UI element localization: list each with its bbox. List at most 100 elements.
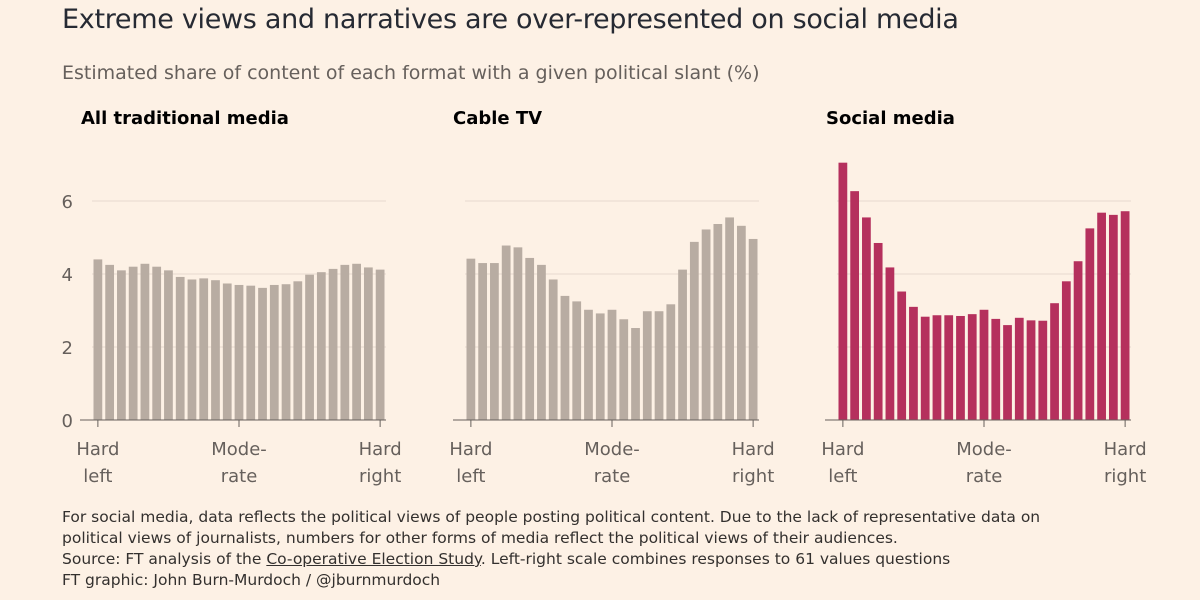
cable-xtick-label-hard-left-1: Hard xyxy=(449,439,492,460)
cable-bar-7 xyxy=(537,264,546,421)
social-bar-17 xyxy=(1026,320,1036,420)
footer-source-prefix: Source: FT analysis of the xyxy=(62,550,267,568)
traditional-bar-20 xyxy=(316,272,326,420)
chart-subtitle: Estimated share of content of each forma… xyxy=(62,62,760,84)
panel-title-traditional: All traditional media xyxy=(81,108,289,129)
social-bar-1 xyxy=(838,162,848,420)
social-xtick-label-hard-left-1: Hard xyxy=(821,439,864,460)
traditional-bar-7 xyxy=(164,270,173,420)
social-bar-10 xyxy=(944,315,954,421)
social-xtick-label-moderate-2: rate xyxy=(966,466,1003,487)
traditional-bar-3 xyxy=(117,270,126,420)
charts-canvas: Hard left Mode-rate Hard right 0 2 4 6 Hard left Mo… xyxy=(62,162,1147,487)
traditional-bar-11 xyxy=(211,280,220,420)
social-bar-23 xyxy=(1097,212,1106,420)
social-xtick-label-hard-right-1: Hard xyxy=(1104,439,1147,460)
chart-title: Extreme views and narratives are over-re… xyxy=(62,4,959,35)
social-bar-6 xyxy=(897,291,907,420)
traditional-bar-24 xyxy=(363,267,373,420)
traditional-xtick-label-moderate-1: Mode- xyxy=(211,439,267,460)
traditional-bar-19 xyxy=(305,274,314,420)
social-xtick-label-hard-right-2: right xyxy=(1104,466,1146,487)
traditional-bar-12 xyxy=(222,283,232,420)
cable-bar-18 xyxy=(666,304,676,420)
social-bar-3 xyxy=(862,217,871,420)
social-xtick-label-moderate-1: Mode- xyxy=(956,439,1012,460)
cable-xtick-label-moderate-2: rate xyxy=(594,466,631,487)
cable-bar-3 xyxy=(490,263,499,420)
ytick-label-4: 4 xyxy=(62,265,73,286)
traditional-bar-21 xyxy=(328,268,338,420)
social-bar-2 xyxy=(850,191,860,420)
traditional-xtick-label-hard-right-1: Hard xyxy=(359,439,402,460)
cable-bar-21 xyxy=(701,229,711,420)
cable-bar-24 xyxy=(736,225,746,420)
cable-bar-4 xyxy=(501,245,511,420)
traditional-bar-9 xyxy=(187,279,197,421)
cable-bar-14 xyxy=(619,319,629,420)
panel-title-cable: Cable TV xyxy=(453,108,543,129)
footer-source: Source: FT analysis of the Co-operative … xyxy=(62,549,1162,570)
traditional-xtick-label-hard-left-2: left xyxy=(83,466,112,487)
social-bar-7 xyxy=(909,306,918,420)
cable-bar-16 xyxy=(642,311,652,420)
ytick-label-6: 6 xyxy=(62,192,73,213)
ytick-label-2: 2 xyxy=(62,338,73,359)
footer-note-line2: political views of journalists, numbers … xyxy=(62,529,898,547)
traditional-bar-8 xyxy=(175,276,185,420)
traditional-xtick-label-hard-right-2: right xyxy=(359,466,401,487)
footer-credit: FT graphic: John Burn-Murdoch / @jburnmu… xyxy=(62,571,441,589)
cable-bar-2 xyxy=(478,263,488,420)
social-bar-18 xyxy=(1038,320,1048,420)
traditional-bar-4 xyxy=(128,266,138,420)
ytick-label-0: 0 xyxy=(62,411,73,432)
traditional-xtick-label-hard-left-1: Hard xyxy=(76,439,119,460)
chart-footer: For social media, data reflects the poli… xyxy=(62,507,1162,591)
footer-source-suffix: . Left-right scale combines responses to… xyxy=(480,550,951,568)
traditional-bar-25 xyxy=(375,269,385,420)
traditional-bar-23 xyxy=(352,263,361,420)
social-bar-13 xyxy=(979,309,989,420)
traditional-bar-2 xyxy=(105,264,115,421)
cable-xtick-label-hard-right-1: Hard xyxy=(732,439,775,460)
traditional-bar-16 xyxy=(269,284,279,420)
traditional-bar-15 xyxy=(258,287,267,420)
cable-bar-25 xyxy=(748,238,758,420)
social-bar-24 xyxy=(1108,214,1118,420)
cable-bar-20 xyxy=(689,241,699,420)
traditional-bar-10 xyxy=(199,278,209,420)
cable-bar-8 xyxy=(548,279,558,421)
cable-bar-19 xyxy=(678,269,687,420)
traditional-bar-17 xyxy=(281,284,291,420)
cable-bar-11 xyxy=(584,309,593,420)
social-bar-22 xyxy=(1085,228,1095,421)
traditional-bar-1 xyxy=(93,259,103,420)
traditional-bar-13 xyxy=(234,284,244,420)
social-bar-4 xyxy=(873,242,883,420)
social-bar-8 xyxy=(920,316,930,420)
source-link[interactable]: Co-operative Election Study xyxy=(266,550,481,568)
footer-note-line1: For social media, data reflects the poli… xyxy=(62,508,1041,526)
social-bar-14 xyxy=(991,318,1001,420)
panel-title-social: Social media xyxy=(826,108,955,129)
traditional-bar-5 xyxy=(140,263,150,420)
traditional-bar-6 xyxy=(152,266,162,420)
cable-xtick-label-moderate-1: Mode- xyxy=(584,439,640,460)
social-bar-11 xyxy=(956,315,965,421)
traditional-bar-14 xyxy=(246,285,256,420)
traditional-bar-18 xyxy=(293,281,303,420)
cable-bar-5 xyxy=(513,247,523,420)
traditional-bar-22 xyxy=(340,264,350,421)
cable-bar-13 xyxy=(607,309,617,420)
social-bar-5 xyxy=(885,267,895,420)
social-bar-16 xyxy=(1014,317,1024,420)
cable-bar-12 xyxy=(595,313,605,420)
cable-bar-1 xyxy=(466,258,476,420)
social-xtick-label-hard-left-2: left xyxy=(828,466,857,487)
cable-bar-23 xyxy=(725,217,734,420)
social-bar-12 xyxy=(967,314,977,420)
traditional-xtick-label-moderate-2: rate xyxy=(221,466,258,487)
cable-xtick-label-hard-right-2: right xyxy=(732,466,774,487)
cable-bar-22 xyxy=(713,224,723,420)
cable-bar-15 xyxy=(631,328,640,420)
